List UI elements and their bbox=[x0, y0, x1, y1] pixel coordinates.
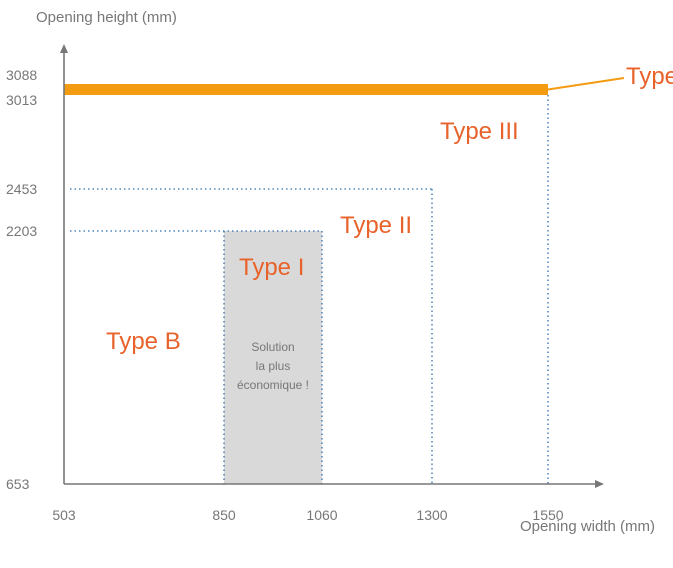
y-tick-label: 2203 bbox=[6, 223, 37, 239]
x-tick-label: 503 bbox=[52, 507, 76, 523]
y-tick-label: 653 bbox=[6, 476, 30, 492]
type-iii-label: Type III bbox=[440, 118, 519, 145]
type-ii-label: Type II bbox=[340, 212, 412, 239]
x-tick-label: 1300 bbox=[416, 507, 447, 523]
y-axis-title: Opening height (mm) bbox=[36, 9, 177, 26]
dotted-guides bbox=[70, 95, 549, 484]
type-label: Type bbox=[626, 63, 673, 90]
y-tick-label: 3013 bbox=[6, 92, 37, 108]
type-leader-line bbox=[547, 77, 625, 91]
note-line-3: économique ! bbox=[237, 378, 309, 392]
note-line-1: Solution bbox=[251, 340, 294, 354]
y-tick-label: 2453 bbox=[6, 181, 37, 197]
type-band bbox=[64, 84, 548, 95]
note-line-2: la plus bbox=[256, 359, 291, 373]
type-i-region bbox=[224, 231, 322, 484]
x-tick-labels: 503 850 1060 1300 1550 bbox=[52, 507, 563, 523]
x-tick-label: 850 bbox=[212, 507, 236, 523]
type-b-label: Type B bbox=[106, 328, 181, 355]
y-tick-labels: 653 2203 2453 3013 3088 bbox=[6, 67, 37, 492]
x-tick-label: 1060 bbox=[306, 507, 337, 523]
x-axis-title: Opening width (mm) bbox=[520, 518, 655, 535]
x-tick-label: 1550 bbox=[532, 507, 563, 523]
type-i-label: Type I bbox=[239, 254, 304, 281]
y-tick-label: 3088 bbox=[6, 67, 37, 83]
